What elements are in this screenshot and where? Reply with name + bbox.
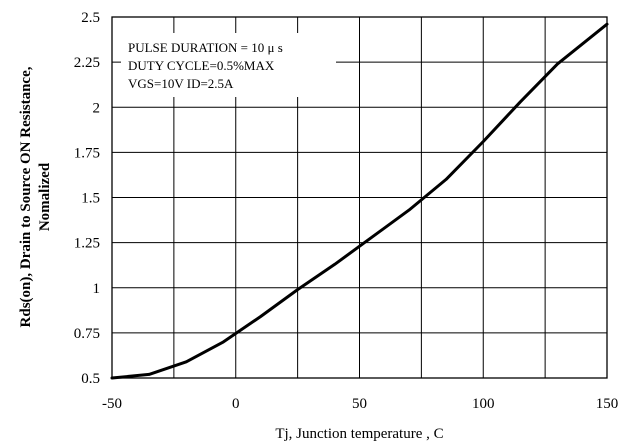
y-tick-label: 1.5 [81,191,100,207]
y-tick-label: 1.75 [74,145,100,161]
y-tick-label: 2.25 [74,55,100,71]
x-tick-label: 100 [472,396,495,412]
x-tick-label: 150 [596,396,619,412]
annotation-background [121,33,336,97]
y-tick-label: 1 [93,281,101,297]
tick-labels: 0.5 0.75 1 1.25 1.5 1.75 2 2.25 2.5 -50 0 50 100 150 [74,10,619,412]
y-tick-label: 0.5 [81,371,100,387]
y-axis-label-line-1: Rds(on), Drain to Source ON Resistance, [18,66,34,327]
series-layer [110,22,609,380]
rds-on-curve [110,22,609,380]
y-axis-label-line-2: Nomalized [37,162,53,231]
y-tick-label: 2 [93,100,101,116]
y-tick-label: 2.5 [81,10,100,26]
y-tick-label: 0.75 [74,326,100,342]
x-axis-label: Tj, Junction temperature , C [275,426,443,442]
x-tick-label: 50 [352,396,367,412]
annotation-box: PULSE DURATION = 10 μ s DUTY CYCLE=0.5%M… [121,33,336,97]
annotation-line-1: PULSE DURATION = 10 μ s [128,40,283,55]
y-tick-label: 1.25 [74,236,100,252]
annotation-line-2: DUTY CYCLE=0.5%MAX [128,58,275,73]
plot-frame [111,16,608,379]
annotation-line-3: VGS=10V ID=2.5A [128,76,234,91]
x-tick-label: -50 [102,396,122,412]
x-tick-label: 0 [232,396,240,412]
